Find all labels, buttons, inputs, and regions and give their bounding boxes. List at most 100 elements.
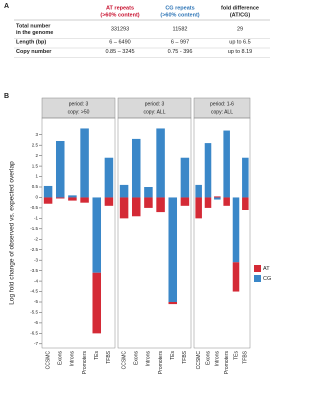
table-cell: 6 – 6490 [109, 39, 130, 45]
table-cell: 331293 [111, 27, 129, 33]
y-tick-label: -4.5 [30, 289, 38, 294]
x-tick-label: CCSMC [196, 351, 202, 370]
y-axis-label: Log fold change of observed vs. expected… [9, 161, 16, 305]
y-tick-label: -3.5 [30, 268, 38, 273]
table-header: fold difference [221, 5, 259, 11]
bar [223, 197, 230, 206]
y-tick-label: -2.5 [30, 247, 38, 252]
x-tick-label: TFBS [243, 350, 249, 363]
bar [131, 138, 141, 198]
bar [92, 272, 102, 334]
bar [242, 157, 249, 198]
x-tick-label: Exons [205, 351, 211, 365]
x-tick-label: TEs [233, 351, 239, 360]
bar [80, 128, 89, 198]
legend-swatch [254, 265, 261, 272]
x-tick-label: Introns [215, 351, 221, 367]
x-tick-label: Exons [134, 351, 140, 365]
y-tick-label: 2.5 [32, 142, 39, 147]
table-cell: 6 – 997 [171, 39, 189, 45]
table-row-label: Length (bp) [16, 39, 46, 45]
bar [68, 195, 77, 198]
panel-label: A [4, 3, 9, 10]
bar [204, 197, 212, 208]
x-tick-label: Introns [146, 351, 152, 367]
bar [195, 184, 202, 198]
y-tick-label: -5 [34, 299, 38, 304]
bar [144, 187, 153, 198]
bar [214, 197, 221, 200]
y-tick-label: -4 [34, 278, 38, 283]
bar [168, 197, 178, 302]
y-tick-label: -0.5 [30, 205, 38, 210]
panel-border [193, 117, 251, 349]
facet-label: copy: ALL [211, 109, 233, 115]
facet-label: copy: ALL [144, 109, 166, 115]
facet-label: period: 3 [145, 101, 165, 107]
bar [156, 128, 165, 198]
y-tick-label: 0.5 [32, 184, 39, 189]
bar [131, 197, 141, 217]
x-tick-label: TEs [94, 351, 100, 360]
table-header: (AT/CG) [230, 12, 251, 18]
facet-label: copy: >50 [68, 109, 90, 115]
figure: A B AT repeats(>60% content)CG repeats(>… [4, 3, 271, 375]
panel-label: B [4, 93, 9, 100]
x-tick-label: Exons [58, 351, 64, 365]
facet-label: period: 3 [69, 101, 89, 107]
table-cell: up to 8.19 [228, 49, 252, 55]
bar [180, 197, 190, 206]
y-tick-label: -1.5 [30, 226, 38, 231]
x-tick-label: CCSMC [121, 351, 127, 370]
table-row-label: in the genome [16, 30, 53, 36]
y-tick-label: 1.5 [32, 163, 39, 168]
y-tick-label: 2 [35, 153, 38, 158]
table-header: AT repeats [106, 5, 134, 11]
y-tick-label: -3 [34, 257, 38, 262]
bar [119, 197, 129, 219]
x-tick-label: Promoters [82, 351, 88, 375]
bar [43, 185, 53, 198]
bar [68, 197, 77, 201]
x-tick-label: Introns [70, 351, 76, 367]
bar [92, 197, 102, 273]
x-tick-label: CCSMC [45, 351, 51, 370]
bar [55, 197, 65, 199]
legend-label: AT [263, 266, 270, 272]
table-cell: up to 6.5 [229, 39, 250, 45]
table-cell: 29 [237, 27, 243, 33]
legend-label: CG [263, 276, 271, 282]
bar [232, 197, 240, 263]
table-cell: 0.75 - 396 [168, 49, 193, 55]
legend-swatch [254, 275, 261, 282]
table-header: CG repeats [165, 5, 194, 11]
panel-border [41, 117, 116, 349]
y-tick-label: 0 [35, 195, 38, 200]
bar [223, 130, 230, 198]
bar [168, 302, 178, 305]
bar [232, 262, 240, 292]
x-tick-label: TFBS [106, 350, 112, 363]
table-cell: 0.85 – 3245 [105, 49, 134, 55]
y-tick-label: 3 [35, 132, 38, 137]
bar [80, 197, 89, 203]
y-tick-label: -7 [34, 341, 38, 346]
bar [195, 197, 202, 219]
table-row-label: Copy number [16, 49, 52, 55]
y-tick-label: -5.5 [30, 310, 38, 315]
bar [180, 157, 190, 198]
bar [204, 143, 212, 198]
y-tick-label: -2 [34, 236, 38, 241]
table-header: (>60% content) [100, 12, 139, 18]
bar [214, 196, 221, 198]
y-tick-label: -1 [34, 216, 38, 221]
table-cell: 11582 [173, 27, 188, 33]
bar [104, 197, 114, 206]
bar [119, 184, 129, 198]
bar [104, 157, 114, 198]
table-row-label: Total number [16, 23, 51, 29]
x-tick-label: TFBS [182, 350, 188, 363]
table-header: (>60% content) [160, 12, 199, 18]
bar [242, 197, 249, 210]
bar [156, 197, 165, 213]
